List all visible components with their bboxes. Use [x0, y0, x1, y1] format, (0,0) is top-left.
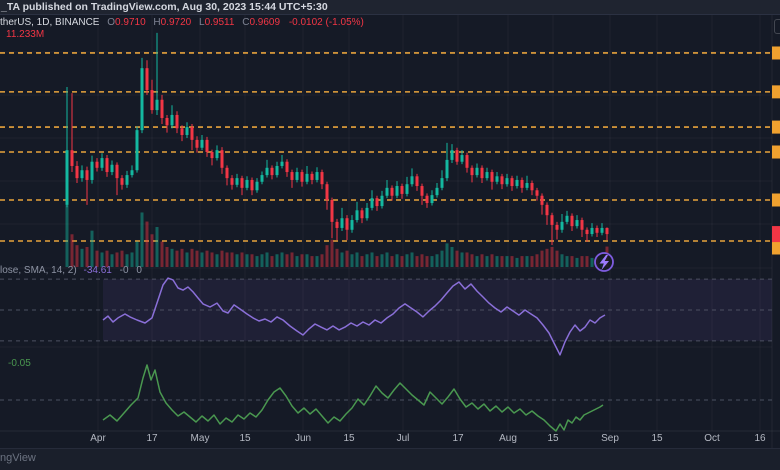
x-axis-label: 17 [146, 433, 158, 444]
close-value: 0.9609 [249, 17, 281, 28]
candles-layer [65, 32, 609, 245]
lightning-bolt-icon [599, 255, 609, 271]
time-axis[interactable]: Apr 17 May 15 Jun 15 Jul 17 Aug 15 Sep 15 Oct 16 [0, 433, 780, 447]
symbol-legend: therUS, 1D, BINANCE O0.9710 H0.9720 L0.9… [0, 17, 364, 28]
boost-badge[interactable] [594, 252, 614, 272]
dashed-guides [0, 278, 772, 401]
open-value: 0.9710 [115, 17, 146, 28]
grid-layer [0, 15, 780, 448]
oscillator1-value: -34.61 [83, 265, 112, 276]
x-axis-label: Jun [294, 433, 312, 444]
high-label: H [153, 17, 161, 28]
x-axis-label: Oct [704, 433, 720, 444]
x-axis-label: May [190, 433, 210, 444]
low-value: 0.9511 [204, 17, 235, 28]
oscillator1-extra-1: -0 [119, 265, 129, 276]
symbol-title[interactable]: therUS, 1D, BINANCE [0, 17, 100, 28]
x-axis-label: 17 [452, 433, 464, 444]
oscillator1-line [102, 277, 606, 356]
price-level-lines [0, 52, 772, 242]
oscillator1-band [103, 279, 772, 341]
low-label: L [199, 17, 205, 28]
x-axis-label: 15 [239, 433, 251, 444]
cropped-toolbar-button[interactable] [774, 19, 780, 34]
publish-header-bar: _TA published on TradingView.com, Aug 30… [0, 0, 780, 15]
oscillator2-value: -0.05 [8, 358, 31, 369]
price-scale-labels [772, 46, 780, 255]
x-axis-label: Aug [499, 433, 517, 444]
x-axis-label: 15 [343, 433, 355, 444]
oscillator1-legend[interactable]: lose, SMA, 14, 2) -34.61 -0 0 [0, 265, 142, 276]
tradingview-watermark: ngView [0, 452, 36, 464]
x-axis-label: Apr [90, 433, 106, 444]
volume-readout: 11.233M [6, 29, 45, 40]
open-label: O [107, 17, 116, 28]
x-axis-label: 15 [547, 433, 559, 444]
footer-bar: ngView [0, 448, 780, 470]
oscillator1-title: lose, SMA, 14, 2) [0, 265, 77, 276]
x-axis-label: 15 [651, 433, 663, 444]
x-axis-label: Jul [396, 433, 410, 444]
high-value: 0.9720 [160, 17, 192, 28]
oscillator1-extra-2: 0 [136, 265, 142, 276]
x-axis-label: Sep [601, 433, 619, 444]
oscillator2-line [102, 364, 604, 432]
close-label: C [242, 17, 250, 28]
change-value: -0.0102 (-1.05%) [288, 17, 364, 28]
x-axis-label: 16 [754, 433, 766, 444]
published-info-text: _TA published on TradingView.com, Aug 30… [1, 1, 328, 13]
